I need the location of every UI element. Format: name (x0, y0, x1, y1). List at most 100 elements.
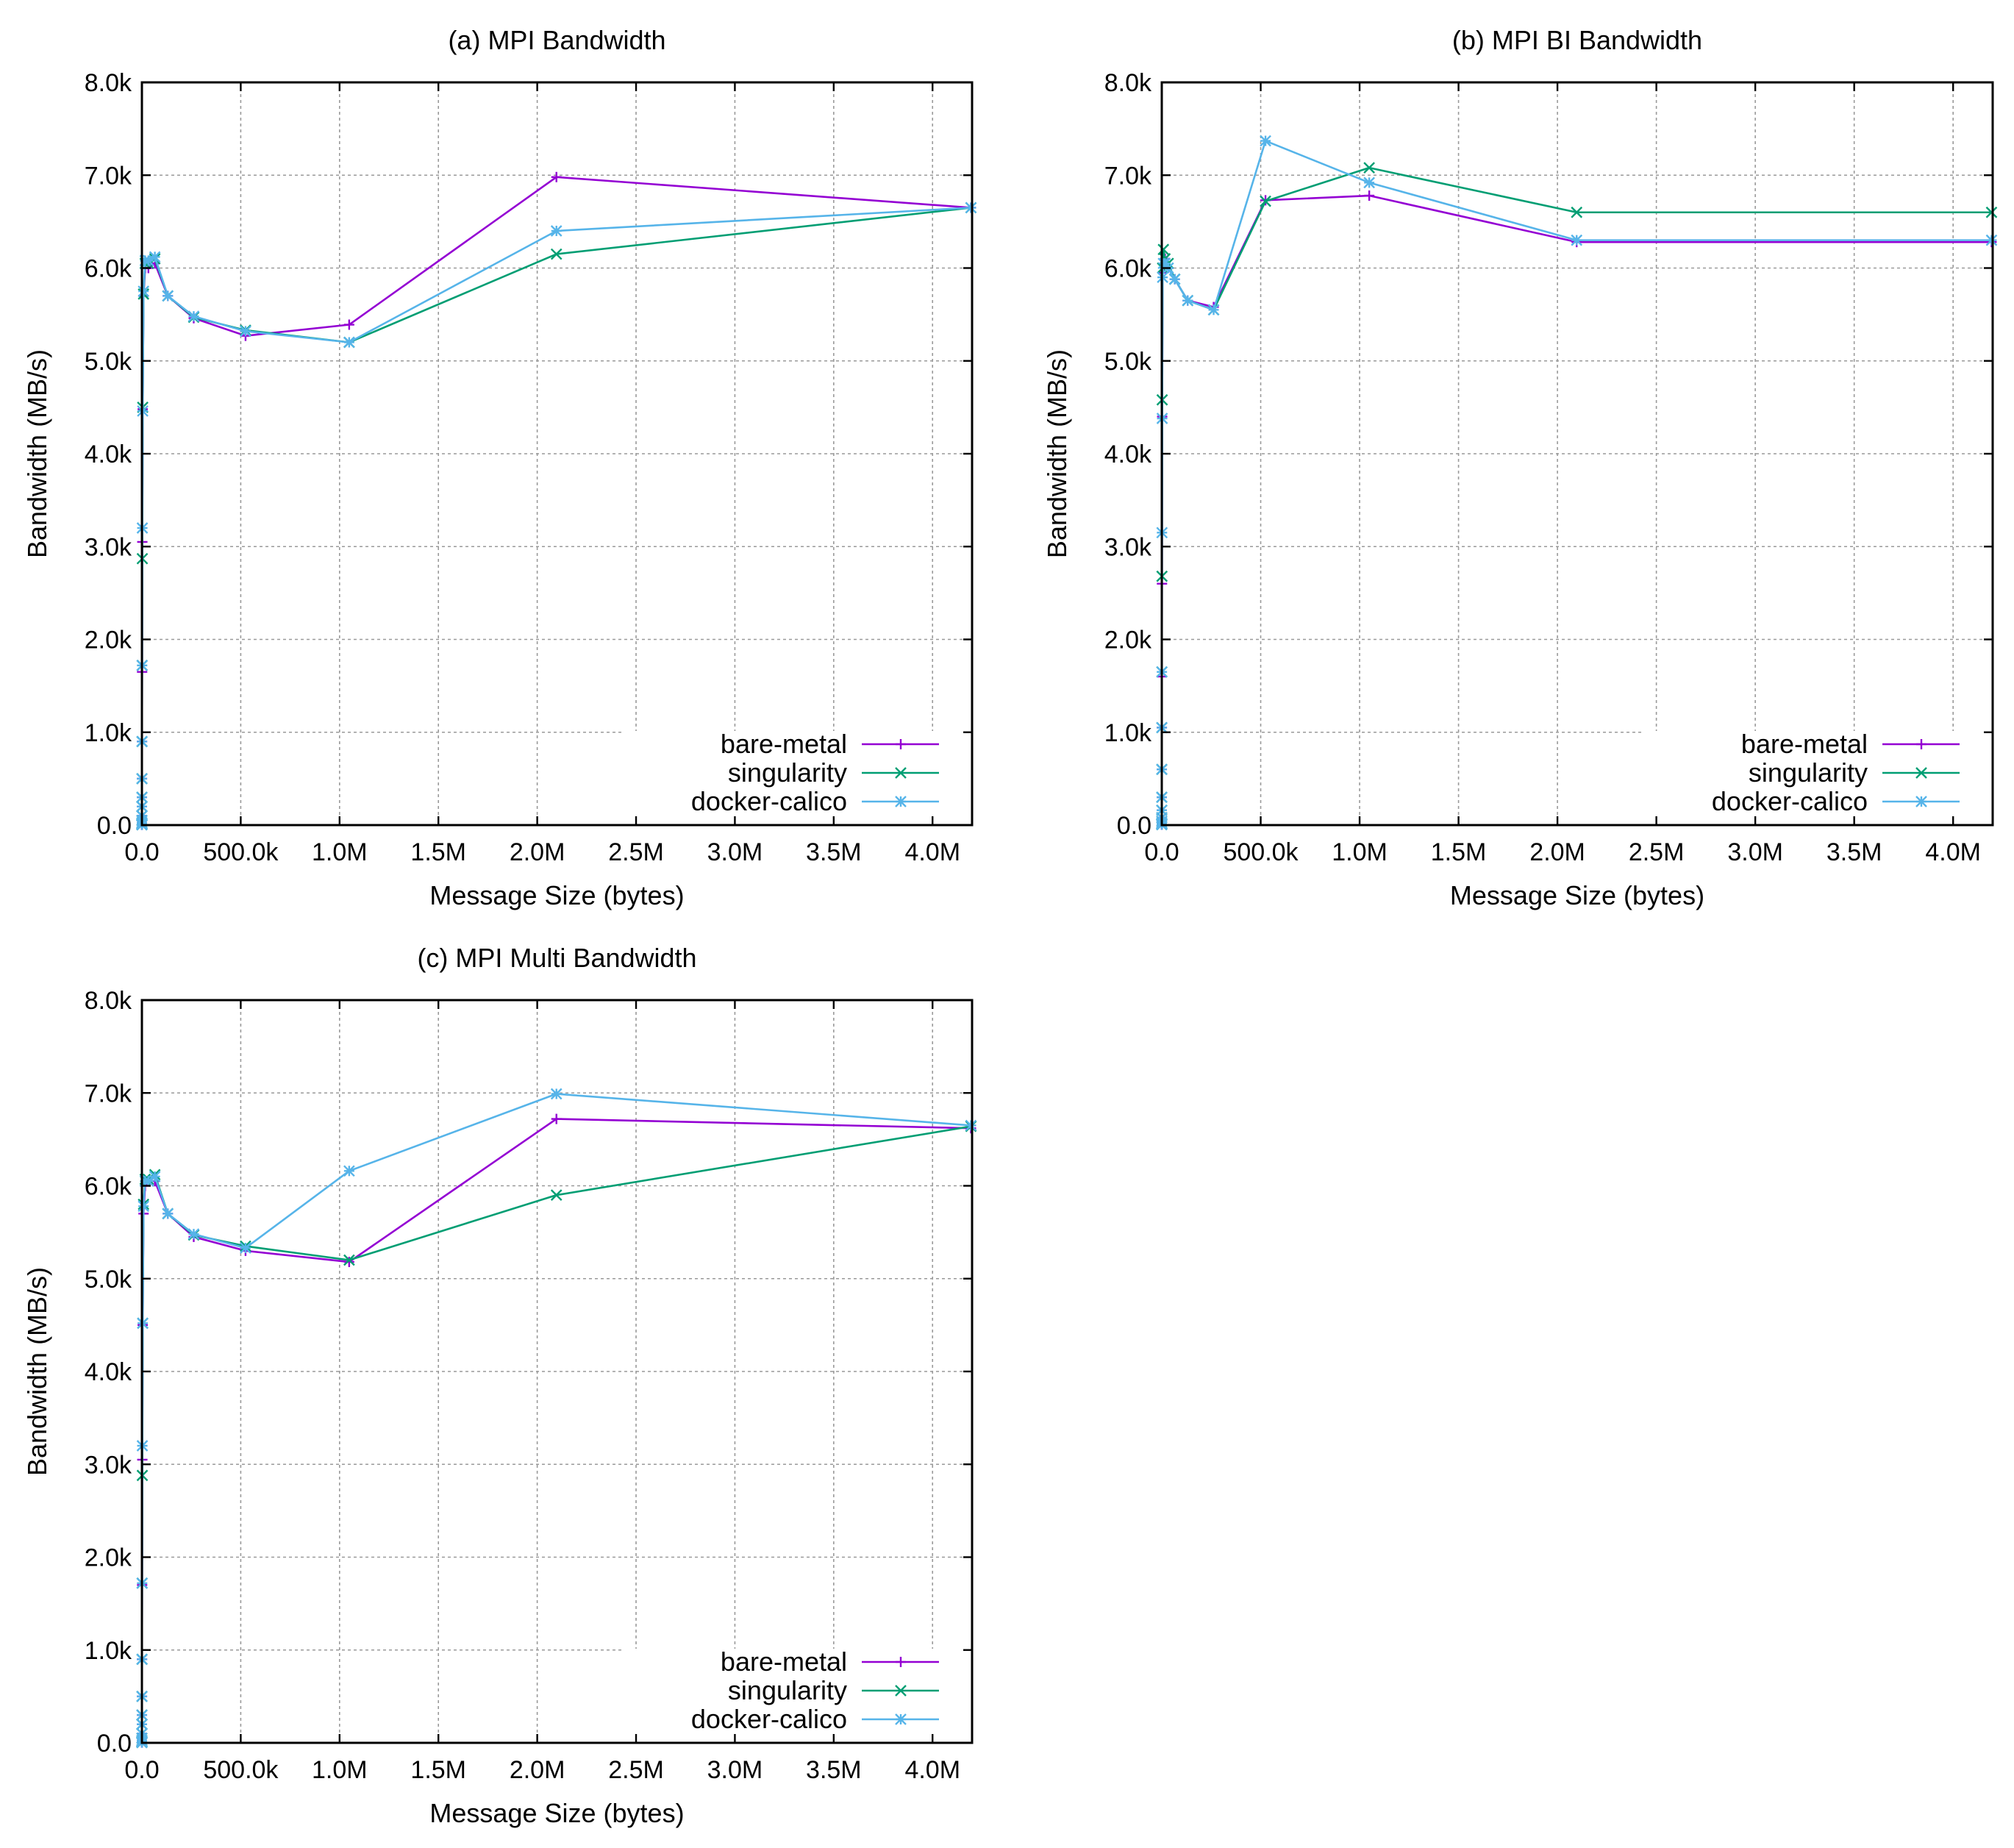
y-tick-label: 5.0k (85, 1266, 132, 1294)
y-tick-label: 3.0k (85, 1451, 132, 1479)
y-tick-label: 0.0 (97, 812, 132, 840)
y-tick-label: 7.0k (85, 162, 132, 190)
data-point (1157, 243, 1170, 256)
chart-panel-2: (b) MPI BI Bandwidth 0.0 1.0k 2.0k 3.0k 4.0k 5… (1042, 25, 1998, 910)
y-tick-label: 8.0k (1104, 69, 1152, 97)
x-tick-label: 3.5M (1826, 838, 1882, 866)
x-tick-label: 1.0M (1332, 838, 1388, 866)
x-axis-label: Message Size (bytes) (429, 880, 684, 910)
legend-marker (896, 1657, 906, 1667)
x-tick-label: 2.0M (510, 838, 565, 866)
y-axis-label: Bandwidth (MB/s) (22, 1267, 52, 1476)
x-tick-label: 3.5M (806, 1756, 862, 1784)
legend-label: singularity (728, 757, 847, 788)
y-tick-label: 2.0k (1104, 627, 1152, 654)
data-point (149, 251, 161, 263)
data-point (1985, 206, 1998, 218)
x-tick-label: 1.0M (312, 1756, 368, 1784)
grid (1162, 82, 1993, 825)
legend-background (1643, 731, 1985, 821)
x-tick-label: 4.0M (904, 838, 960, 866)
x-tick-label: 500.0k (203, 838, 279, 866)
data-point (550, 248, 563, 260)
x-tick-label: 0.0 (124, 1756, 159, 1784)
legend-marker (895, 796, 907, 807)
data-point (343, 1257, 354, 1268)
data-point (550, 1088, 563, 1100)
chart-panel-1: (a) MPI Bandwidth 0.0 1.0k 2.0k 3.0k 4.0k 5.0k… (22, 25, 977, 910)
data-point (1182, 294, 1194, 307)
x-tick-label: 0.0 (1144, 838, 1179, 866)
x-tick-label: 1.5M (1431, 838, 1487, 866)
x-axis-label: Message Size (bytes) (1450, 880, 1704, 910)
data-point (1571, 206, 1583, 218)
chart-title: (b) MPI BI Bandwidth (1452, 25, 1702, 55)
x-axis-label: Message Size (bytes) (429, 1798, 684, 1828)
x-tick-label: 3.0M (1727, 838, 1783, 866)
legend-label: docker-calico (1712, 786, 1868, 816)
data-point (551, 1113, 562, 1124)
x-tick-label: 2.5M (608, 1756, 664, 1784)
data-point (1571, 234, 1583, 246)
x-tick-label: 0.0 (124, 838, 159, 866)
data-point (1168, 273, 1181, 285)
data-point (965, 201, 977, 214)
y-tick-label: 1.0k (1104, 719, 1152, 747)
x-tick-label: 500.0k (203, 1756, 279, 1784)
data-point (1363, 162, 1375, 174)
series-line (1160, 166, 1992, 826)
legend-marker (895, 1713, 907, 1725)
legend-label: bare-metal (721, 729, 847, 759)
data-point (188, 1228, 200, 1240)
y-tick-label: 6.0k (85, 1173, 132, 1201)
x-tick-label: 500.0k (1223, 838, 1299, 866)
data-point (1260, 195, 1271, 207)
y-tick-label: 0.0 (97, 1730, 132, 1758)
chart-title: (c) MPI Multi Bandwidth (417, 943, 696, 973)
data-point (162, 1207, 174, 1220)
data-point (1364, 190, 1375, 201)
data-point (343, 319, 354, 330)
x-tick-label: 3.5M (806, 838, 862, 866)
y-tick-label: 2.0k (85, 627, 132, 654)
data-point (162, 290, 174, 302)
data-point (343, 1165, 355, 1177)
y-tick-label: 4.0k (85, 1358, 132, 1386)
y-tick-label: 8.0k (85, 69, 132, 97)
x-tick-label: 2.0M (510, 1756, 565, 1784)
x-tick-label: 1.0M (312, 838, 368, 866)
y-tick-label: 4.0k (85, 440, 132, 468)
data-point (550, 225, 563, 237)
data-point (965, 1119, 977, 1132)
x-tick-label: 2.0M (1529, 838, 1585, 866)
y-tick-label: 5.0k (85, 348, 132, 376)
legend-label: singularity (728, 1675, 847, 1705)
legend-marker (1916, 739, 1926, 749)
legend-background (623, 731, 965, 821)
x-tick-label: 3.0M (707, 1756, 763, 1784)
data-point (142, 1175, 154, 1188)
data-point (138, 285, 150, 297)
legend-label: bare-metal (1741, 729, 1868, 759)
data-point (188, 310, 200, 322)
series-line (140, 1093, 971, 1744)
y-tick-label: 6.0k (85, 255, 132, 283)
data-point (138, 1200, 150, 1213)
grid (142, 1000, 972, 1743)
x-tick-label: 2.5M (1629, 838, 1685, 866)
y-tick-label: 0.0 (1117, 812, 1151, 840)
series-singularity (1156, 162, 1998, 831)
y-tick-label: 2.0k (85, 1544, 132, 1572)
y-tick-label: 1.0k (85, 1637, 132, 1665)
y-tick-label: 6.0k (1104, 255, 1152, 283)
y-tick-label: 3.0k (1104, 533, 1152, 561)
data-point (550, 1189, 563, 1201)
x-tick-label: 1.5M (410, 1756, 466, 1784)
y-axis-label: Bandwidth (MB/s) (1042, 349, 1072, 558)
y-tick-label: 8.0k (85, 987, 132, 1015)
data-point (1985, 234, 1998, 246)
legend-marker (895, 767, 907, 779)
